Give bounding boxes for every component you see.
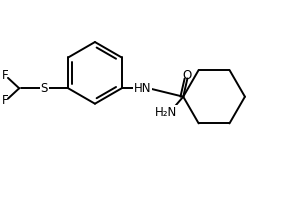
Text: O: O — [183, 69, 192, 82]
Text: S: S — [41, 82, 48, 95]
Text: HN: HN — [134, 82, 151, 95]
Text: F: F — [2, 94, 9, 107]
Text: F: F — [2, 69, 9, 82]
Text: H₂N: H₂N — [155, 106, 178, 119]
